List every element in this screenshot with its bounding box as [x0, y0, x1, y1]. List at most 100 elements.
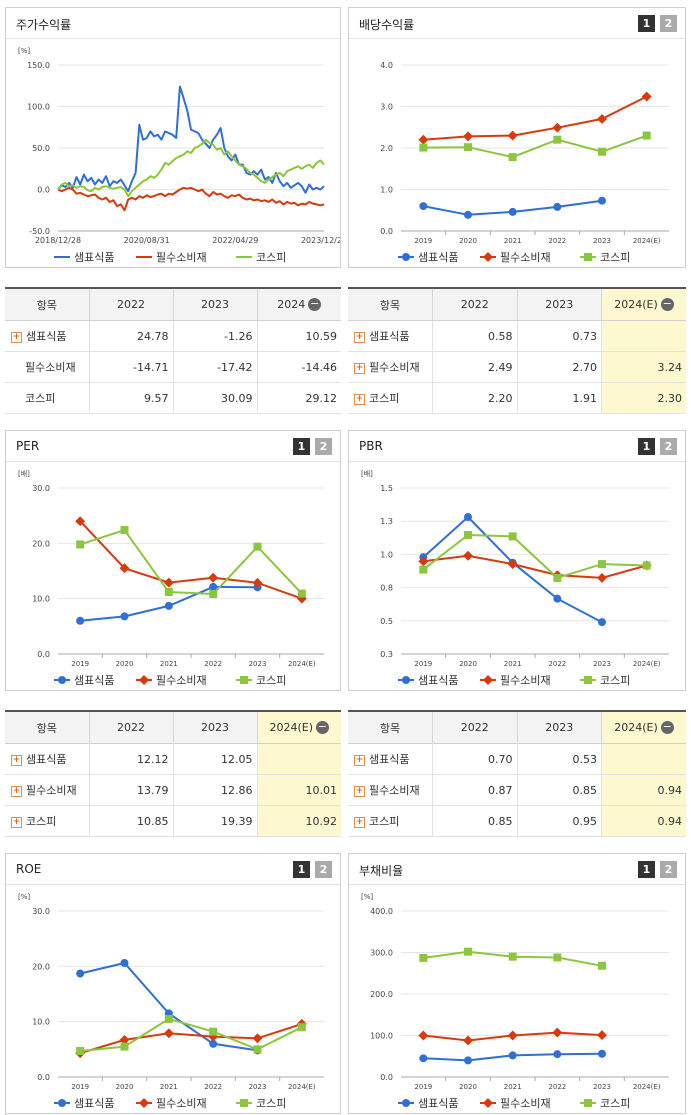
table-row: + 샘표식품 0.70 0.53	[348, 743, 686, 775]
header-label: 2022	[460, 721, 489, 734]
row-label: 필수소비재	[5, 351, 90, 383]
view-2-button[interactable]: 2	[660, 861, 677, 878]
x-tick-label: 2019	[414, 660, 432, 668]
table-cell: 29.12	[257, 382, 341, 414]
expand-icon[interactable]: +	[11, 785, 22, 797]
collapse-icon[interactable]: −	[660, 720, 674, 735]
year-header: 2023	[173, 287, 258, 321]
data-point	[597, 572, 607, 583]
expand-icon[interactable]: +	[354, 816, 365, 828]
series-line-2	[57, 186, 325, 212]
y-tick-label: -50.0	[29, 227, 50, 236]
view-1-button[interactable]: 1	[293, 438, 310, 455]
data-point	[209, 1039, 218, 1048]
view-1-button[interactable]: 1	[638, 438, 655, 455]
data-point	[119, 563, 130, 574]
expand-icon[interactable]: +	[354, 362, 365, 374]
expand-icon[interactable]: +	[354, 754, 365, 766]
unit-label: [배]	[361, 469, 373, 478]
y-tick-label: 0.0	[380, 227, 393, 236]
data-point	[642, 561, 651, 570]
unit-label: [배]	[18, 469, 30, 478]
view-2-button[interactable]: 2	[315, 861, 332, 878]
legend-label: 코스피	[600, 251, 630, 264]
legend-label: 샘표식품	[418, 674, 458, 687]
row-label: 코스피	[5, 382, 90, 414]
legend-marker	[139, 1098, 149, 1108]
data-point	[642, 131, 651, 140]
y-tick-label: 300.0	[370, 949, 393, 958]
x-tick-label: 2023	[593, 237, 611, 245]
legend-label: 코스피	[600, 1097, 630, 1110]
row-label: + 샘표식품	[5, 320, 90, 352]
x-tick-label: 2020	[459, 237, 477, 245]
y-tick-label: 30.0	[32, 484, 50, 493]
row-label-text: 코스피	[369, 392, 400, 405]
data-point	[464, 143, 472, 152]
expand-icon[interactable]: +	[11, 754, 22, 766]
row-label: + 코스피	[5, 805, 90, 837]
table-row: + 코스피 0.85 0.95 0.94	[348, 805, 686, 837]
view-2-button[interactable]: 2	[660, 438, 677, 455]
row-label-text: 코스피	[369, 815, 400, 828]
expand-icon[interactable]: +	[354, 393, 365, 405]
x-tick-label: 2020	[116, 1083, 134, 1091]
legend-label: 샘표식품	[74, 251, 114, 264]
view-1-button[interactable]: 1	[293, 861, 310, 878]
collapse-icon[interactable]: −	[316, 720, 330, 735]
expand-icon[interactable]: +	[11, 816, 22, 828]
table-cell: -17.42	[173, 351, 258, 383]
table-row: 필수소비재 -14.71 -17.42 -14.46	[5, 351, 341, 383]
x-tick-label: 2024(E)	[288, 1083, 316, 1091]
collapse-icon[interactable]: −	[308, 297, 322, 312]
y-tick-label: 150.0	[27, 61, 50, 70]
expand-icon[interactable]: +	[11, 331, 22, 343]
data-point	[164, 1014, 173, 1023]
item-header: 항목	[5, 287, 90, 321]
data-point	[597, 114, 607, 124]
header-label: 2024(E)	[614, 297, 658, 311]
table-cell: 10.85	[89, 805, 174, 837]
series-line-3	[80, 1017, 303, 1052]
view-1-button[interactable]: 1	[638, 15, 655, 32]
x-tick-label: 2024(E)	[633, 660, 661, 668]
stock-return-table: 항목 2022 2023 2024− + 샘표식품 24.78 -1.26 10.59 필수소비재…	[5, 287, 341, 414]
table-cell: 13.79	[89, 774, 174, 806]
legend-marker	[584, 253, 592, 261]
legend-label: 필수소비재	[156, 674, 207, 687]
table-row: 코스피 9.57 30.09 29.12	[5, 382, 341, 414]
x-tick-label: 2021	[504, 1083, 522, 1091]
row-label: + 필수소비재	[5, 774, 90, 806]
expand-icon[interactable]: +	[354, 331, 365, 343]
y-tick-label: 0.0	[37, 650, 50, 659]
data-point	[209, 1027, 218, 1036]
y-tick-label: 400.0	[370, 907, 393, 916]
x-tick-label: 2022	[204, 660, 222, 668]
row-label: + 코스피	[348, 382, 433, 414]
series-line-3	[79, 528, 303, 596]
series-line-2	[423, 95, 648, 141]
view-2-button[interactable]: 2	[315, 438, 332, 455]
expand-icon[interactable]: +	[354, 785, 365, 797]
view-1-button[interactable]: 1	[638, 861, 655, 878]
data-point	[464, 1056, 472, 1065]
data-point	[164, 601, 173, 610]
row-label-text: 샘표식품	[26, 753, 67, 766]
header-label: 2023	[201, 721, 229, 734]
view-2-button[interactable]: 2	[660, 15, 677, 32]
y-tick-label: 100.0	[370, 1032, 393, 1041]
table-cell: 0.58	[432, 320, 518, 352]
row-label-text: 필수소비재	[26, 784, 77, 797]
collapse-icon[interactable]: −	[660, 297, 674, 312]
legend-marker	[240, 1099, 248, 1107]
table-cell: -14.71	[89, 351, 174, 383]
table-cell: 2.20	[432, 382, 518, 414]
series-line-3	[422, 533, 647, 580]
x-tick-label: 2024(E)	[633, 237, 661, 245]
data-point	[598, 147, 606, 156]
header-label: 항목	[379, 721, 401, 735]
data-point	[418, 1030, 429, 1041]
legend-marker	[58, 1099, 66, 1107]
